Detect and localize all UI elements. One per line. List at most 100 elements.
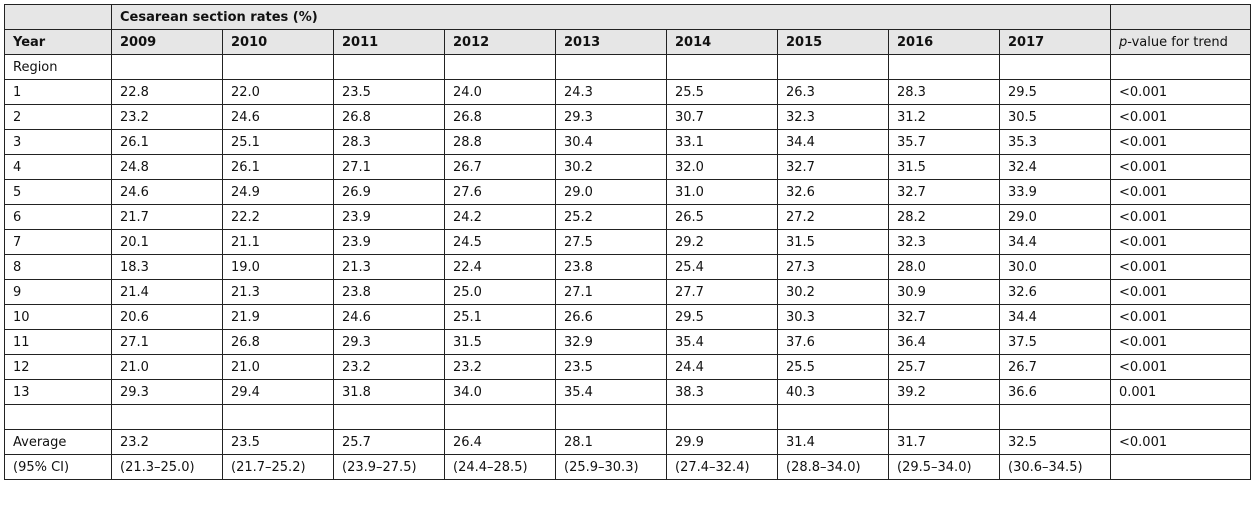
rate-cell: 22.4 bbox=[444, 254, 556, 280]
pvalue-cell: <0.001 bbox=[1110, 79, 1251, 105]
ci-cell: (30.6–34.5) bbox=[999, 454, 1111, 480]
rate-cell: 30.7 bbox=[666, 104, 778, 130]
rate-cell: 34.4 bbox=[777, 129, 889, 155]
rate-cell: 24.8 bbox=[111, 154, 223, 180]
rate-cell: 21.3 bbox=[333, 254, 445, 280]
rate-cell: 28.2 bbox=[888, 204, 1000, 230]
spacer-row bbox=[4, 404, 1251, 430]
rate-cell: 23.2 bbox=[111, 104, 223, 130]
table-row: 4 24.8 26.1 27.1 26.7 30.2 32.0 32.7 31.5 32.4 <0.… bbox=[4, 154, 1251, 180]
group-header: Cesarean section rates (%) bbox=[111, 4, 1111, 30]
rate-cell: 25.1 bbox=[222, 129, 334, 155]
rate-cell: 28.8 bbox=[444, 129, 556, 155]
rate-cell: 28.3 bbox=[333, 129, 445, 155]
rate-cell: 20.6 bbox=[111, 304, 223, 330]
ci-cell: (23.9–27.5) bbox=[333, 454, 445, 480]
region-number: 13 bbox=[4, 379, 112, 405]
rate-cell: 23.2 bbox=[333, 354, 445, 380]
pvalue-cell: <0.001 bbox=[1110, 154, 1251, 180]
region-label-row: Region bbox=[4, 54, 1251, 80]
rate-cell: 32.4 bbox=[999, 154, 1111, 180]
ci-cell: (24.4–28.5) bbox=[444, 454, 556, 480]
rate-cell: 35.4 bbox=[555, 379, 667, 405]
region-number: 2 bbox=[4, 104, 112, 130]
rate-cell: 32.3 bbox=[777, 104, 889, 130]
region-number: 10 bbox=[4, 304, 112, 330]
rate-cell: 26.1 bbox=[222, 154, 334, 180]
blank-cell bbox=[1110, 4, 1251, 30]
region-number: 1 bbox=[4, 79, 112, 105]
ci-cell: (21.3–25.0) bbox=[111, 454, 223, 480]
rate-cell: 31.0 bbox=[666, 179, 778, 205]
table-row: 5 24.6 24.9 26.9 27.6 29.0 31.0 32.6 32.7 33.9 <0.… bbox=[4, 179, 1251, 205]
rate-cell: 30.2 bbox=[777, 279, 889, 305]
year-header: 2016 bbox=[888, 29, 1000, 55]
rate-cell: 25.0 bbox=[444, 279, 556, 305]
rate-cell: 37.5 bbox=[999, 329, 1111, 355]
rate-cell: 32.7 bbox=[888, 179, 1000, 205]
rate-cell: 27.3 bbox=[777, 254, 889, 280]
region-number: 8 bbox=[4, 254, 112, 280]
rate-cell: 26.8 bbox=[222, 329, 334, 355]
pvalue-cell: <0.001 bbox=[1110, 354, 1251, 380]
rate-cell: 32.3 bbox=[888, 229, 1000, 255]
rate-cell: 37.6 bbox=[777, 329, 889, 355]
rate-cell: 31.5 bbox=[777, 229, 889, 255]
table-row: 7 20.1 21.1 23.9 24.5 27.5 29.2 31.5 32.3 34.4 <0.… bbox=[4, 229, 1251, 255]
rate-cell: 25.1 bbox=[444, 304, 556, 330]
rate-cell: 24.6 bbox=[111, 179, 223, 205]
pvalue-cell: <0.001 bbox=[1110, 279, 1251, 305]
blank-cell bbox=[888, 404, 1000, 430]
rate-cell: 31.8 bbox=[333, 379, 445, 405]
rate-cell: 34.4 bbox=[999, 229, 1111, 255]
average-cell: 29.9 bbox=[666, 429, 778, 455]
rate-cell: 27.1 bbox=[555, 279, 667, 305]
rate-cell: 21.0 bbox=[222, 354, 334, 380]
rate-cell: 19.0 bbox=[222, 254, 334, 280]
rate-cell: 30.3 bbox=[777, 304, 889, 330]
blank-cell bbox=[1110, 404, 1251, 430]
rate-cell: 31.2 bbox=[888, 104, 1000, 130]
rate-cell: 26.5 bbox=[666, 204, 778, 230]
rate-cell: 25.5 bbox=[777, 354, 889, 380]
rate-cell: 30.4 bbox=[555, 129, 667, 155]
pvalue-cell: 0.001 bbox=[1110, 379, 1251, 405]
rate-cell: 32.7 bbox=[777, 154, 889, 180]
average-row: Average 23.2 23.5 25.7 26.4 28.1 29.9 31.4 31.7 3… bbox=[4, 429, 1251, 455]
rate-cell: 20.1 bbox=[111, 229, 223, 255]
rate-cell: 21.0 bbox=[111, 354, 223, 380]
rate-cell: 33.9 bbox=[999, 179, 1111, 205]
rate-cell: 23.9 bbox=[333, 204, 445, 230]
rate-cell: 32.6 bbox=[777, 179, 889, 205]
ci-cell: (29.5–34.0) bbox=[888, 454, 1000, 480]
pvalue-header-p: p bbox=[1119, 34, 1128, 50]
rate-cell: 21.1 bbox=[222, 229, 334, 255]
rate-cell: 26.3 bbox=[777, 79, 889, 105]
blank-cell bbox=[111, 404, 223, 430]
rate-cell: 21.7 bbox=[111, 204, 223, 230]
rate-cell: 36.4 bbox=[888, 329, 1000, 355]
blank-cell bbox=[4, 404, 112, 430]
region-number: 3 bbox=[4, 129, 112, 155]
rate-cell: 38.3 bbox=[666, 379, 778, 405]
blank-cell bbox=[777, 404, 889, 430]
rate-cell: 39.2 bbox=[888, 379, 1000, 405]
year-header: 2015 bbox=[777, 29, 889, 55]
rate-cell: 28.0 bbox=[888, 254, 1000, 280]
ci-label: (95% CI) bbox=[4, 454, 112, 480]
year-header: 2013 bbox=[555, 29, 667, 55]
rate-cell: 24.5 bbox=[444, 229, 556, 255]
rate-cell: 26.7 bbox=[999, 354, 1111, 380]
rate-cell: 23.2 bbox=[444, 354, 556, 380]
rate-cell: 26.7 bbox=[444, 154, 556, 180]
blank-cell bbox=[999, 404, 1111, 430]
rate-cell: 36.6 bbox=[999, 379, 1111, 405]
table-row: 6 21.7 22.2 23.9 24.2 25.2 26.5 27.2 28.2 29.0 <0.… bbox=[4, 204, 1251, 230]
rate-cell: 25.4 bbox=[666, 254, 778, 280]
year-header-row: Year 2009 2010 2011 2012 2013 2014 2015 … bbox=[4, 29, 1251, 55]
rate-cell: 29.3 bbox=[333, 329, 445, 355]
year-header: 2011 bbox=[333, 29, 445, 55]
average-cell: 25.7 bbox=[333, 429, 445, 455]
rate-cell: 21.9 bbox=[222, 304, 334, 330]
rate-cell: 34.4 bbox=[999, 304, 1111, 330]
